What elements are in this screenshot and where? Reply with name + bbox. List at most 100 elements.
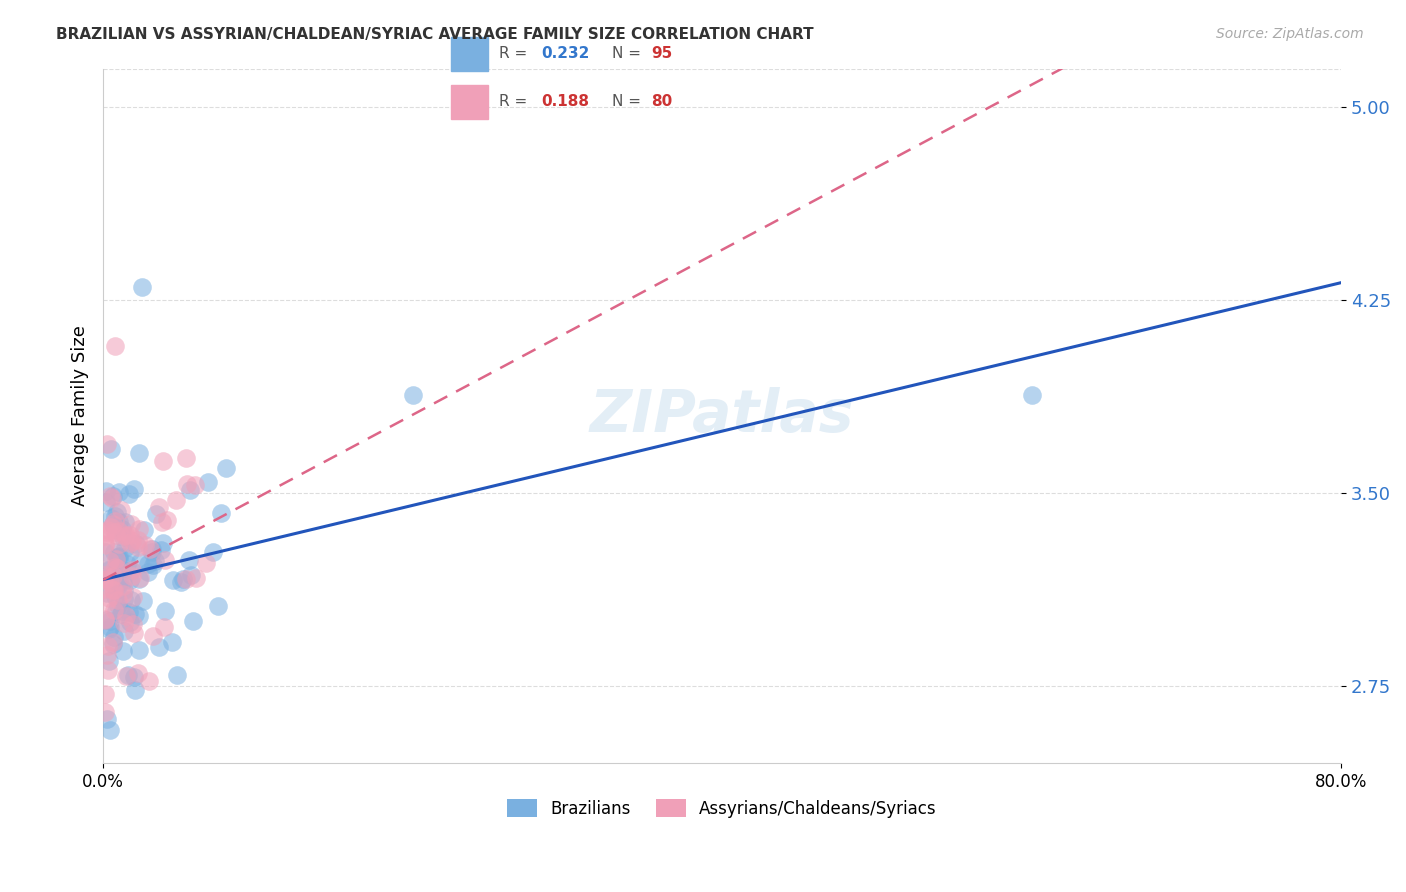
Point xyxy=(108,524,131,538)
Point xyxy=(110,607,132,621)
Point xyxy=(153,553,176,567)
Point xyxy=(176,477,198,491)
Point xyxy=(197,475,219,490)
Point xyxy=(184,478,207,492)
Point xyxy=(122,617,145,632)
Point xyxy=(98,575,121,590)
Point xyxy=(127,665,149,680)
Point xyxy=(132,593,155,607)
Point xyxy=(94,570,117,584)
Point xyxy=(125,537,148,551)
Point xyxy=(120,563,142,577)
Point xyxy=(103,567,125,582)
Point xyxy=(98,554,121,568)
Point xyxy=(107,578,129,592)
Point xyxy=(112,583,135,598)
Text: BRAZILIAN VS ASSYRIAN/CHALDEAN/SYRIAC AVERAGE FAMILY SIZE CORRELATION CHART: BRAZILIAN VS ASSYRIAN/CHALDEAN/SYRIAC AV… xyxy=(56,27,814,42)
Point xyxy=(165,492,187,507)
Point xyxy=(145,507,167,521)
Point xyxy=(110,503,132,517)
Point xyxy=(93,612,115,626)
Point xyxy=(170,574,193,589)
Point xyxy=(209,506,232,520)
Point xyxy=(110,521,132,535)
Point xyxy=(173,572,195,586)
Point xyxy=(141,545,163,559)
Point xyxy=(94,582,117,597)
Point xyxy=(127,540,149,554)
Point xyxy=(118,605,141,619)
Bar xyxy=(451,86,488,119)
Text: 0.232: 0.232 xyxy=(541,45,589,61)
Point xyxy=(97,591,120,606)
Point xyxy=(111,644,134,658)
Point xyxy=(94,545,117,559)
Point xyxy=(112,616,135,631)
Point xyxy=(101,635,124,649)
Point xyxy=(97,523,120,537)
Point xyxy=(111,587,134,601)
Point xyxy=(96,524,118,539)
Point xyxy=(104,589,127,603)
Point xyxy=(103,637,125,651)
Point xyxy=(108,537,131,551)
Point xyxy=(120,615,142,629)
Point xyxy=(96,586,118,600)
Point xyxy=(134,538,156,552)
Point xyxy=(97,639,120,653)
Point xyxy=(112,624,135,639)
Point xyxy=(150,515,173,529)
Point xyxy=(100,511,122,525)
Point xyxy=(97,663,120,677)
Point xyxy=(117,667,139,681)
Point xyxy=(96,563,118,577)
Point xyxy=(128,643,150,657)
Point xyxy=(120,535,142,549)
Point xyxy=(93,705,115,719)
Point xyxy=(94,613,117,627)
Point xyxy=(97,622,120,636)
Point xyxy=(180,567,202,582)
Point xyxy=(111,604,134,618)
Point xyxy=(94,529,117,543)
Point xyxy=(100,442,122,456)
Point xyxy=(112,574,135,589)
Text: 95: 95 xyxy=(651,45,672,61)
Point xyxy=(105,505,128,519)
Point xyxy=(179,483,201,497)
Point xyxy=(96,572,118,586)
Point xyxy=(128,522,150,536)
Point xyxy=(107,593,129,607)
Point xyxy=(103,583,125,598)
Point xyxy=(108,484,131,499)
Point xyxy=(124,607,146,621)
Point xyxy=(104,514,127,528)
Text: N =: N = xyxy=(612,45,645,61)
Point xyxy=(153,620,176,634)
Point xyxy=(122,591,145,605)
Point xyxy=(143,554,166,568)
Text: 0.188: 0.188 xyxy=(541,95,589,109)
Point xyxy=(148,500,170,514)
Text: ZIPatlas: ZIPatlas xyxy=(591,387,855,444)
Point xyxy=(128,608,150,623)
Point xyxy=(121,569,143,583)
Point xyxy=(122,670,145,684)
Point xyxy=(122,626,145,640)
Point xyxy=(103,630,125,644)
Point xyxy=(103,603,125,617)
Point xyxy=(115,528,138,542)
Point xyxy=(93,613,115,627)
Point xyxy=(152,536,174,550)
Point xyxy=(115,609,138,624)
Bar xyxy=(451,37,488,70)
Point xyxy=(105,550,128,565)
Point xyxy=(104,604,127,618)
Point xyxy=(155,604,177,618)
Point xyxy=(112,579,135,593)
Point xyxy=(94,573,117,587)
Point xyxy=(207,599,229,613)
Point xyxy=(98,489,121,503)
Point xyxy=(129,571,152,585)
Point xyxy=(215,461,238,475)
